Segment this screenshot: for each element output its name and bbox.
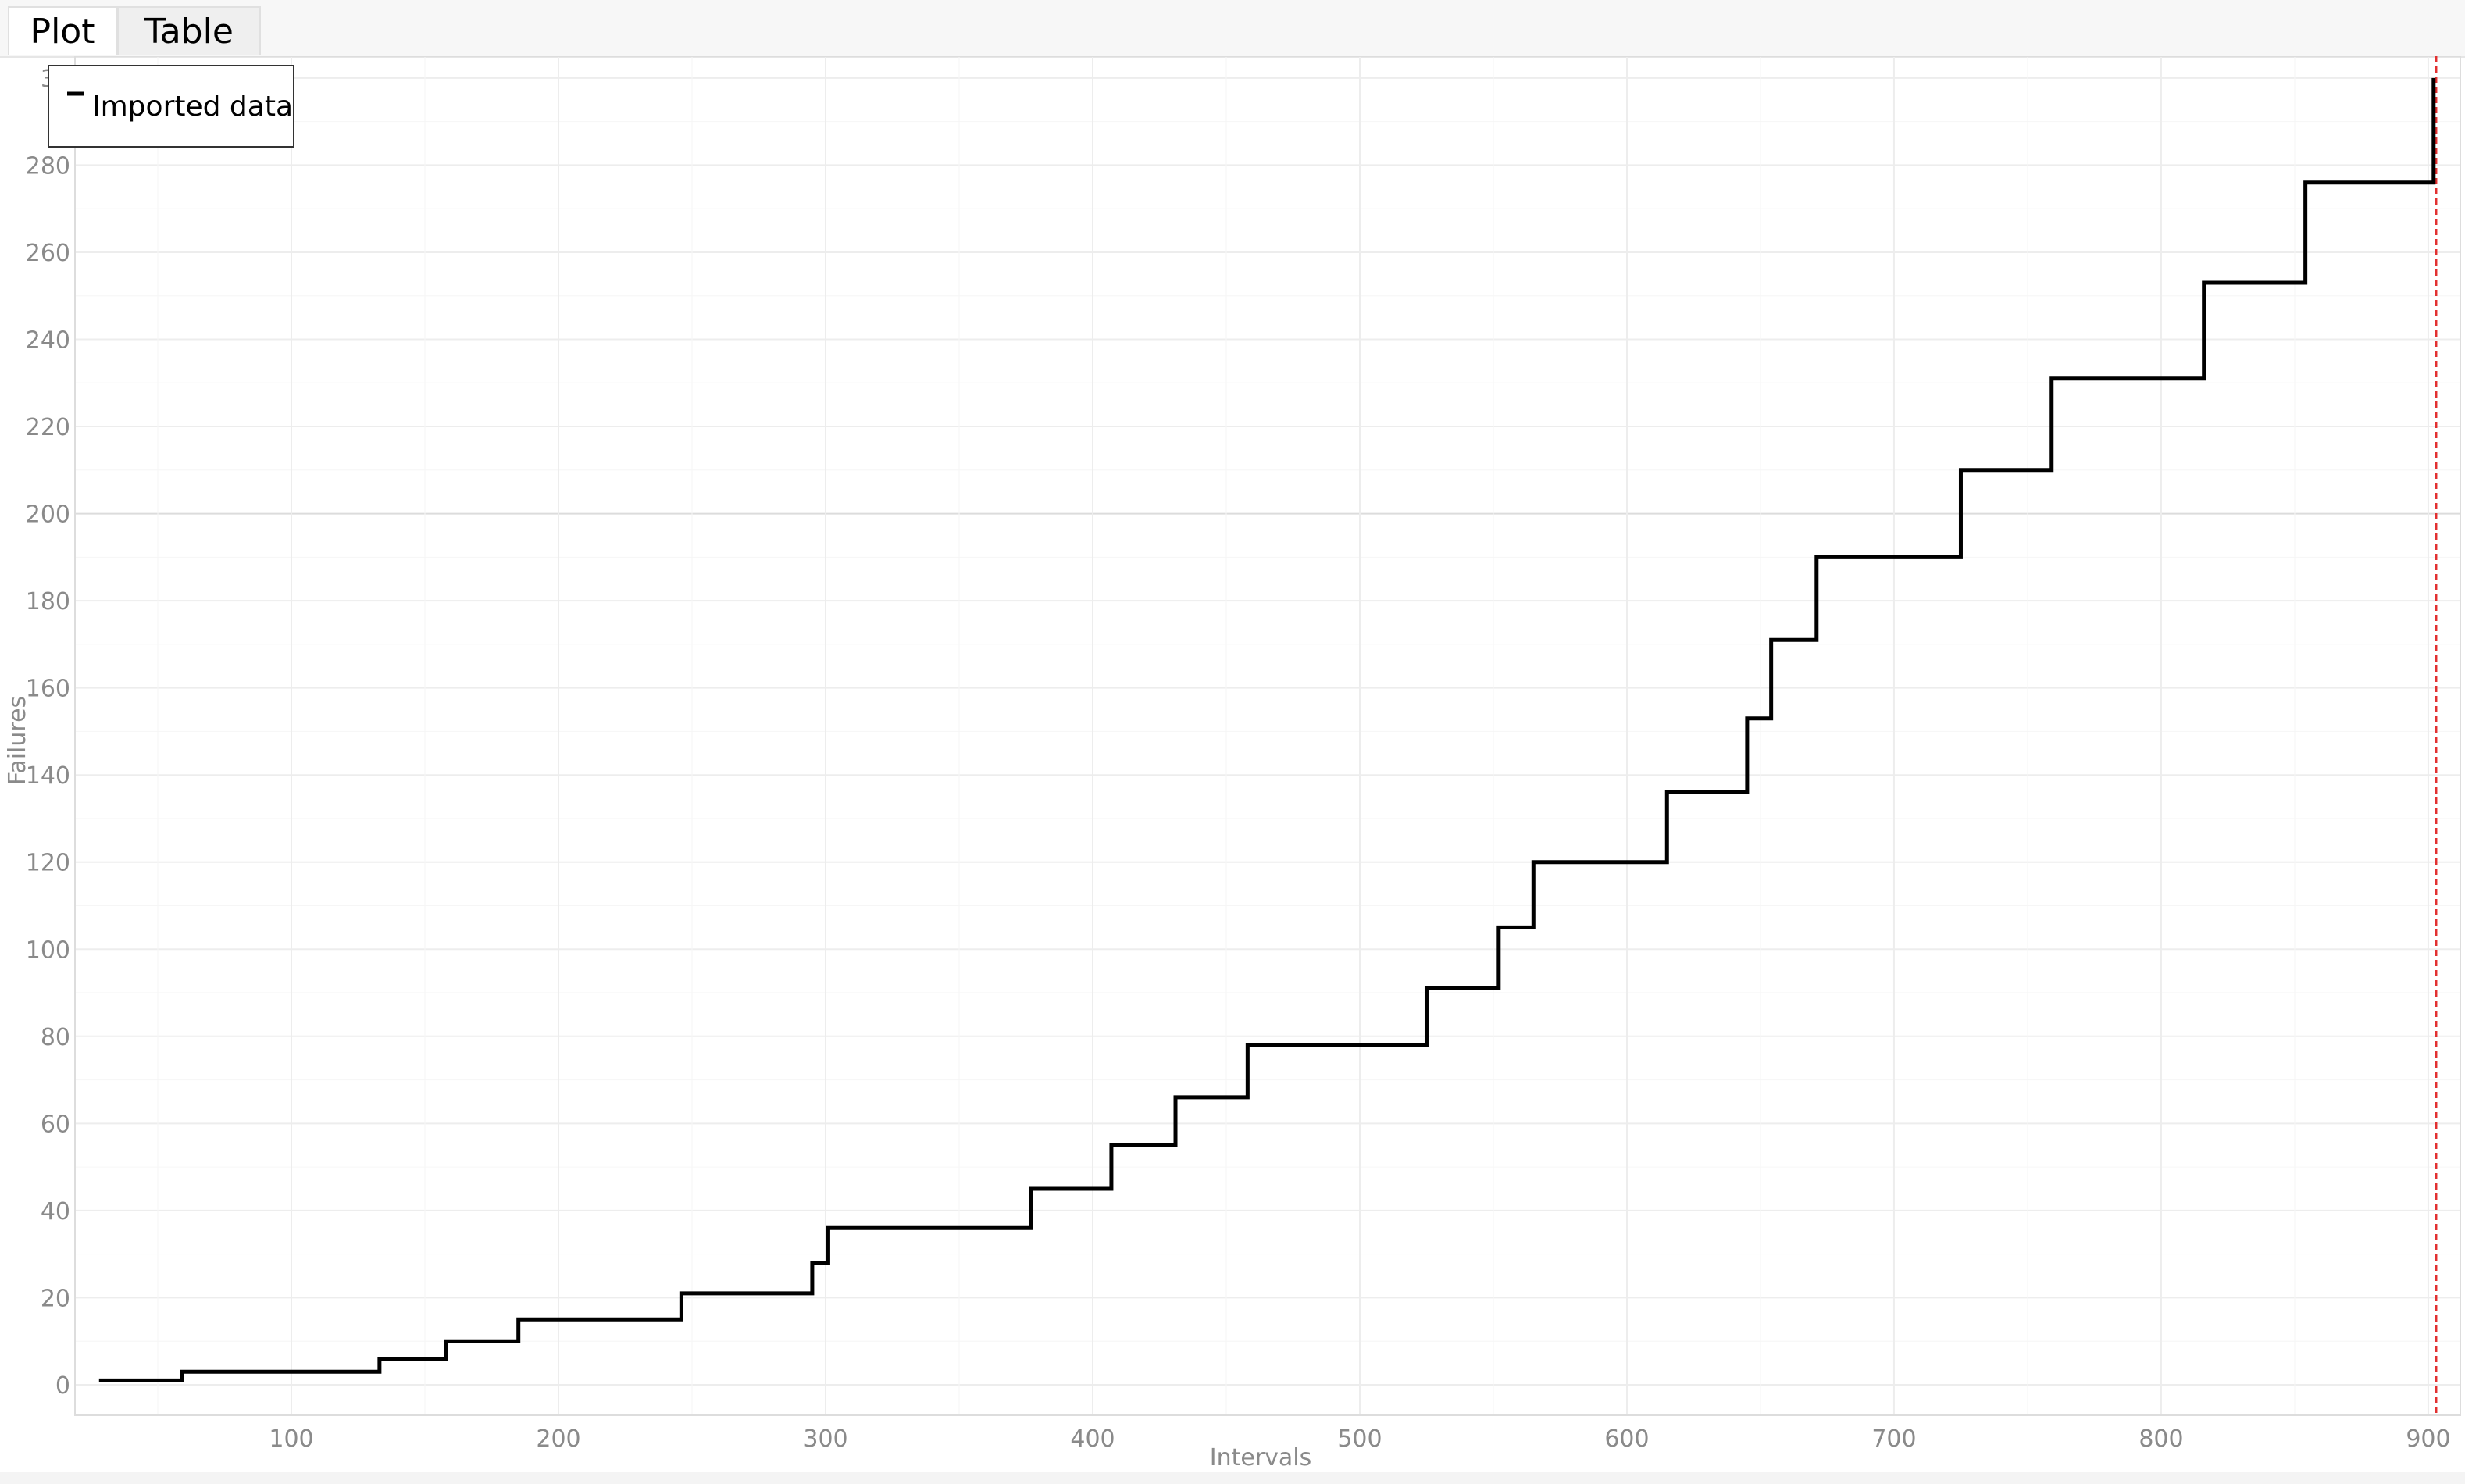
failures-step-chart: 0 20 40 60 80 100 120 140 160 180 200 220 240 260 280 3… (4, 56, 2461, 1472)
tab-plot[interactable]: Plot (8, 6, 117, 55)
bottom-strip (0, 1472, 2465, 1484)
series-group (98, 77, 2436, 1382)
tab-bar: Plot Table (0, 0, 2465, 58)
x-tick-label: 300 (803, 1425, 847, 1453)
y-tick-label: 280 (26, 152, 70, 180)
y-tick-label: 100 (26, 936, 70, 964)
y-tick-label: 180 (26, 588, 70, 615)
y-tick-label: 160 (26, 676, 70, 703)
x-tick-label: 100 (269, 1425, 313, 1453)
y-tick-label: 20 (41, 1285, 70, 1312)
x-tick-label: 800 (2139, 1425, 2183, 1453)
x-tick-label: 500 (1337, 1425, 1382, 1453)
x-tick-label: 900 (2406, 1425, 2450, 1453)
x-tick-label: 600 (1604, 1425, 1649, 1453)
y-tick-label: 40 (41, 1198, 70, 1225)
x-axis-label: Intervals (1210, 1444, 1312, 1472)
legend-box (48, 65, 294, 148)
grid-lines (75, 56, 2460, 1415)
series-line-imported-data (98, 77, 2436, 1382)
y-tick-label: 220 (26, 414, 70, 441)
y-tick-label: 0 (55, 1372, 70, 1400)
y-tick-label: 200 (26, 501, 70, 529)
y-tick-label: 120 (26, 850, 70, 877)
y-tick-label: 60 (41, 1111, 70, 1138)
y-tick-label: 80 (41, 1024, 70, 1051)
y-axis-label: Failures (4, 696, 31, 785)
tab-table[interactable]: Table (117, 6, 261, 55)
x-tick-label: 200 (536, 1425, 580, 1453)
legend-entry-label: Imported data (92, 91, 293, 123)
x-tick-label: 700 (1871, 1425, 1916, 1453)
y-tick-label: 240 (26, 327, 70, 355)
plot-frame (74, 56, 2461, 1416)
y-tick-label: 260 (26, 240, 70, 267)
x-tick-label: 400 (1070, 1425, 1115, 1453)
y-tick-label: 140 (26, 762, 70, 790)
y-tick-labels: 0204060801001201401601802002202402602803… (26, 66, 70, 1400)
legend: Imported data (48, 65, 294, 148)
x-tick-labels: 100 200 300 400 500 600 700 800 900 (269, 1425, 2450, 1453)
